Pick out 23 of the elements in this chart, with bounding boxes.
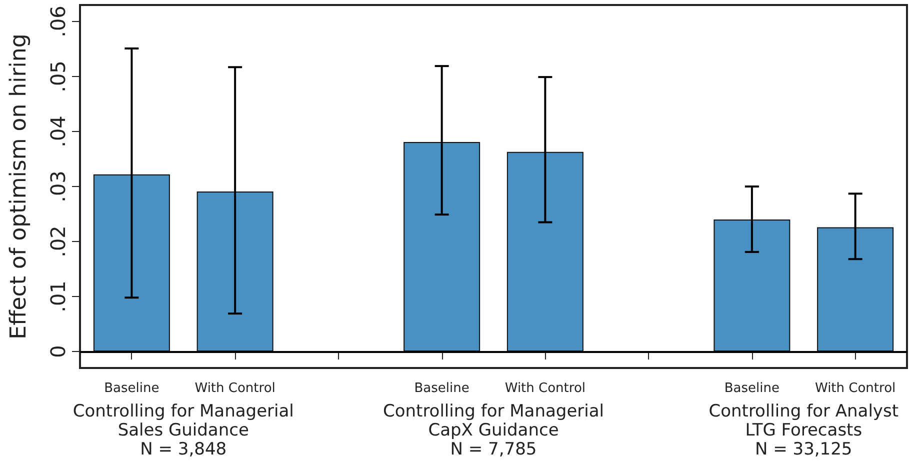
bar (196, 191, 274, 352)
x-tick-label: Baseline (104, 381, 160, 396)
y-tick-label: .06 (46, 6, 70, 38)
bar (817, 227, 894, 352)
text: Controlling for Managerial CapX Guidance N = 7,785 (382, 402, 604, 460)
y-tick-label: .03 (46, 170, 70, 202)
x-tick-label: With Control (504, 381, 586, 396)
bar (404, 142, 480, 352)
y-tick-label: 0 (46, 345, 70, 358)
y-axis-title: Effect of optimism on hiring (6, 34, 32, 340)
x-tick-label: Baseline (724, 381, 780, 396)
text: Controlling for Managerial Sales Guidance N = 3,848 (72, 402, 294, 460)
bar (714, 220, 790, 352)
x-tick-label: With Control (194, 381, 276, 396)
bar (93, 174, 170, 352)
y-tick-label: .01 (46, 280, 70, 312)
text: Controlling for Analyst LTG Forecasts N = 33,125 (708, 402, 899, 460)
x-tick-label: Baseline (414, 381, 470, 396)
bar (506, 152, 584, 352)
y-tick-label: .04 (46, 116, 70, 148)
x-tick-label: With Control (814, 381, 896, 396)
y-tick-label: .02 (46, 226, 70, 258)
y-tick-label: .05 (46, 60, 70, 92)
